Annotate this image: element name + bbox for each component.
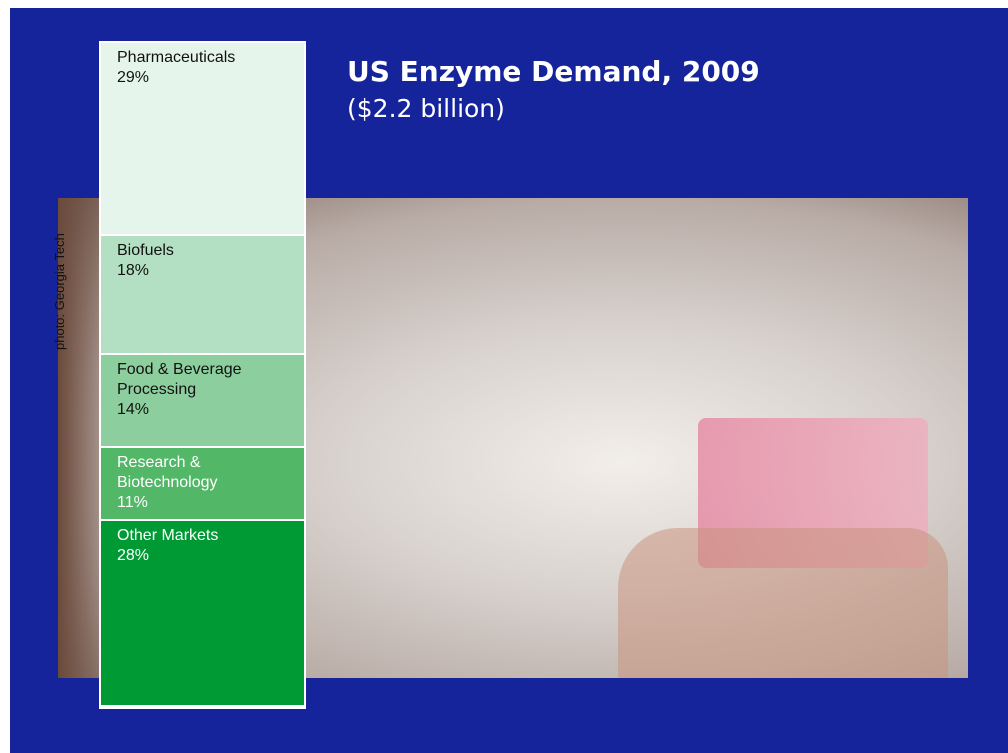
segment-value-label: 29% <box>117 68 290 88</box>
segment-label: Biofuels <box>117 241 290 261</box>
segment-value-label: 14% <box>117 400 290 420</box>
segment-value-label: 28% <box>117 546 290 566</box>
photo-detail <box>618 528 948 678</box>
chart-subtitle: ($2.2 billion) <box>347 94 505 123</box>
segment-label: Other Markets <box>117 526 290 546</box>
photo-credit: photo: Georgia Tech <box>52 190 67 350</box>
page: photo: Georgia Tech US Enzyme Demand, 20… <box>0 0 1008 753</box>
chart-title: US Enzyme Demand, 2009 <box>347 55 760 88</box>
segment-label: Research & Biotechnology <box>117 453 290 493</box>
segment-label: Food & Beverage Processing <box>117 360 290 400</box>
segment-label: Pharmaceuticals <box>117 48 290 68</box>
segment-value-label: 18% <box>117 261 290 281</box>
segment-value-label: 11% <box>117 493 290 513</box>
